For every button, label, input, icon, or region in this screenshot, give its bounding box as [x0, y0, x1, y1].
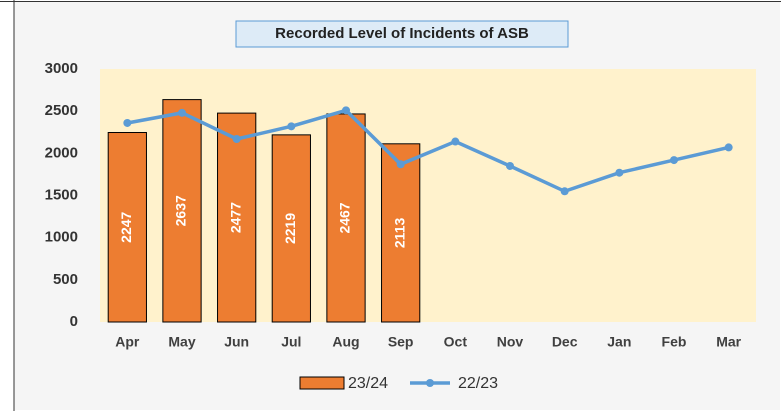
data-label: 2467: [337, 202, 353, 233]
x-tick-label: Nov: [497, 334, 524, 350]
chart-title: Recorded Level of Incidents of ASB: [275, 25, 529, 42]
y-tick-label: 1500: [45, 186, 78, 203]
data-label: 2247: [118, 211, 134, 242]
legend-label: 23/24: [348, 375, 388, 392]
y-tick-label: 500: [53, 271, 78, 288]
y-tick-label: 2500: [45, 102, 78, 119]
bar: [107, 132, 147, 323]
x-tick-label: Mar: [716, 334, 741, 350]
x-tick-label: Apr: [115, 334, 140, 350]
line-marker: [615, 168, 624, 177]
plot-area: [100, 69, 756, 322]
line-marker: [232, 134, 241, 143]
y-tick-label: 1000: [45, 229, 78, 246]
legend-swatch: [299, 376, 345, 390]
x-tick-label: May: [168, 334, 195, 350]
legend-label: 22/23: [458, 375, 498, 392]
x-tick-label: Aug: [332, 334, 359, 350]
x-tick-label: Jul: [281, 334, 301, 350]
x-tick-label: Jun: [224, 334, 249, 350]
line: [127, 108, 730, 194]
title-box: [235, 20, 569, 48]
bar: [217, 112, 257, 323]
y-tick-label: 0: [70, 313, 78, 330]
line-marker: [451, 137, 460, 146]
line-marker: [724, 143, 733, 152]
x-tick-label: Dec: [552, 334, 578, 350]
data-label: 2113: [391, 218, 407, 249]
y-tick-label: 3000: [45, 60, 78, 77]
y-tick-label: 2000: [45, 144, 78, 161]
line-marker: [670, 156, 678, 165]
x-tick-label: Sep: [388, 334, 414, 350]
bar: [162, 99, 202, 323]
line-marker: [123, 118, 132, 127]
data-label: 2219: [282, 213, 298, 244]
x-tick-label: Jan: [607, 334, 631, 350]
data-label: 2637: [173, 195, 189, 226]
line-marker: [506, 161, 514, 170]
bar: [271, 134, 311, 323]
data-label: 2477: [227, 202, 243, 233]
line-marker: [560, 187, 569, 196]
x-tick-label: Feb: [662, 334, 687, 350]
legend-swatch: [426, 379, 434, 387]
x-tick-label: Oct: [444, 334, 468, 350]
bar: [381, 143, 421, 323]
line-marker: [396, 160, 405, 169]
line-marker: [287, 122, 296, 131]
line-marker: [178, 108, 186, 117]
line-marker: [342, 106, 350, 115]
